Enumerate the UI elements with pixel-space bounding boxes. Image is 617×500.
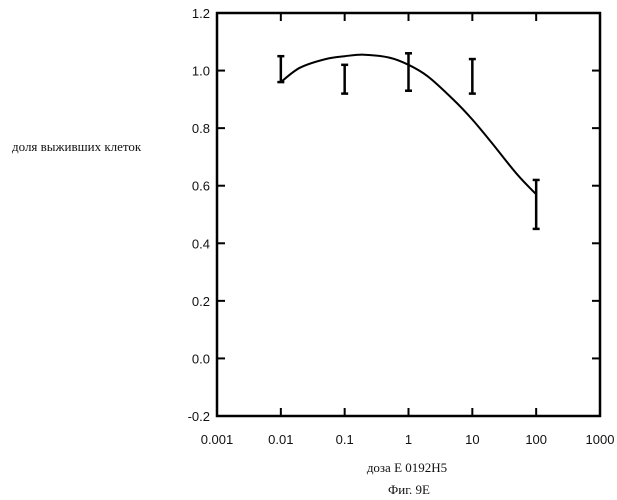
x-tick-label: 1 (405, 432, 412, 447)
y-tick-label: 0.2 (192, 294, 210, 309)
error-bar (277, 56, 284, 82)
y-tick-label: 1.0 (192, 64, 210, 79)
error-bars-group (277, 53, 539, 229)
x-tick-label: 10 (465, 432, 479, 447)
x-tick-label: 1000 (586, 432, 615, 447)
x-tick-label: 0.01 (268, 432, 293, 447)
y-tick-label: 0.6 (192, 179, 210, 194)
y-axis-ticks: 1.2 1.0 0.8 0.6 0.4 0.2 0.0 -0.2 (188, 6, 600, 424)
error-bar (341, 65, 348, 94)
y-tick-label: 0.0 (192, 351, 210, 366)
error-bar (469, 59, 476, 94)
y-tick-label: 0.4 (192, 236, 210, 251)
y-tick-label: 0.8 (192, 121, 210, 136)
x-tick-label: 0.001 (201, 432, 234, 447)
y-tick-label: 1.2 (192, 6, 210, 21)
error-bar (533, 180, 540, 229)
x-axis-title: доза E 0192H5 (367, 460, 447, 475)
error-bar (405, 53, 412, 90)
x-tick-label: 0.1 (336, 432, 354, 447)
figure-caption: Фиг. 9E (388, 482, 430, 497)
x-tick-label: 100 (525, 432, 547, 447)
y-tick-label: -0.2 (188, 409, 210, 424)
y-axis-title: доля выживших клеток (12, 139, 142, 154)
